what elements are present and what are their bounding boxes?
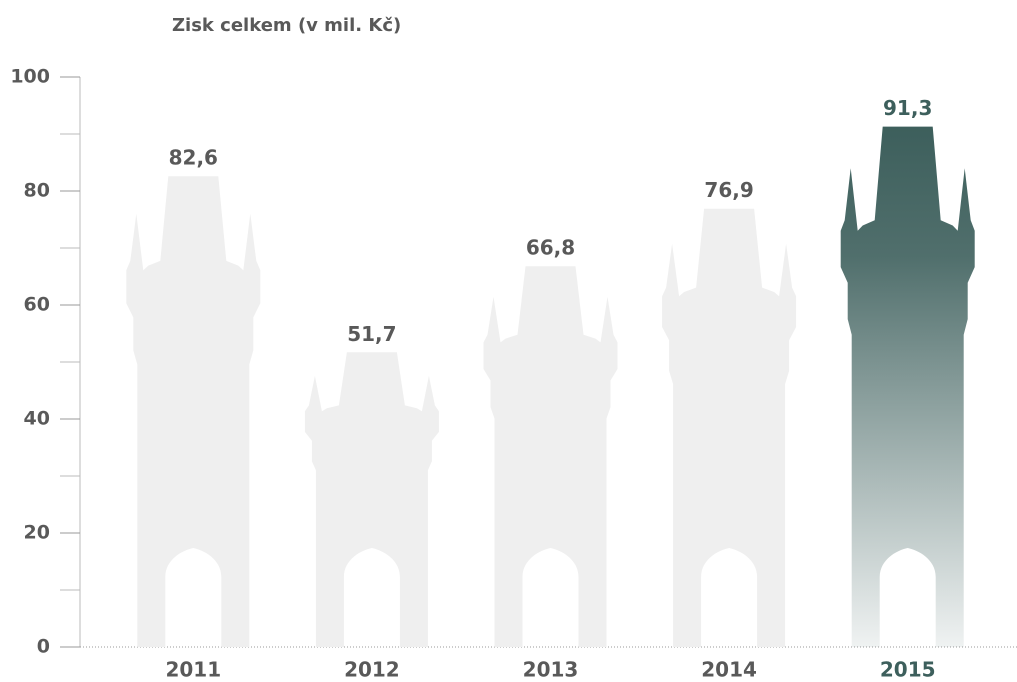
y-tick-label: 0 bbox=[37, 636, 50, 658]
y-tick-label: 40 bbox=[24, 408, 50, 430]
value-label: 76,9 bbox=[704, 178, 753, 202]
value-label: 51,7 bbox=[347, 322, 396, 346]
y-tick-label: 100 bbox=[10, 66, 50, 88]
y-tick-label: 60 bbox=[24, 294, 50, 316]
value-label: 82,6 bbox=[169, 146, 218, 170]
chart-title: Zisk celkem (v mil. Kč) bbox=[172, 15, 401, 36]
bar bbox=[126, 176, 260, 647]
bar bbox=[484, 266, 618, 647]
value-label: 91,3 bbox=[883, 96, 932, 120]
x-tick-label: 2011 bbox=[165, 658, 221, 682]
bar bbox=[662, 209, 796, 647]
x-tick-label: 2014 bbox=[701, 658, 757, 682]
chart: Zisk celkem (v mil. Kč) 0 20 40 60 80 100 82,6… bbox=[0, 0, 1017, 682]
x-tick-label: 2015 bbox=[880, 658, 936, 682]
x-tick-label: 2012 bbox=[344, 658, 400, 682]
bar bbox=[305, 352, 439, 647]
bar bbox=[841, 127, 975, 647]
value-label: 66,8 bbox=[526, 236, 575, 260]
x-tick-label: 2013 bbox=[523, 658, 579, 682]
y-tick-label: 20 bbox=[24, 522, 50, 544]
y-tick-label: 80 bbox=[24, 180, 50, 202]
